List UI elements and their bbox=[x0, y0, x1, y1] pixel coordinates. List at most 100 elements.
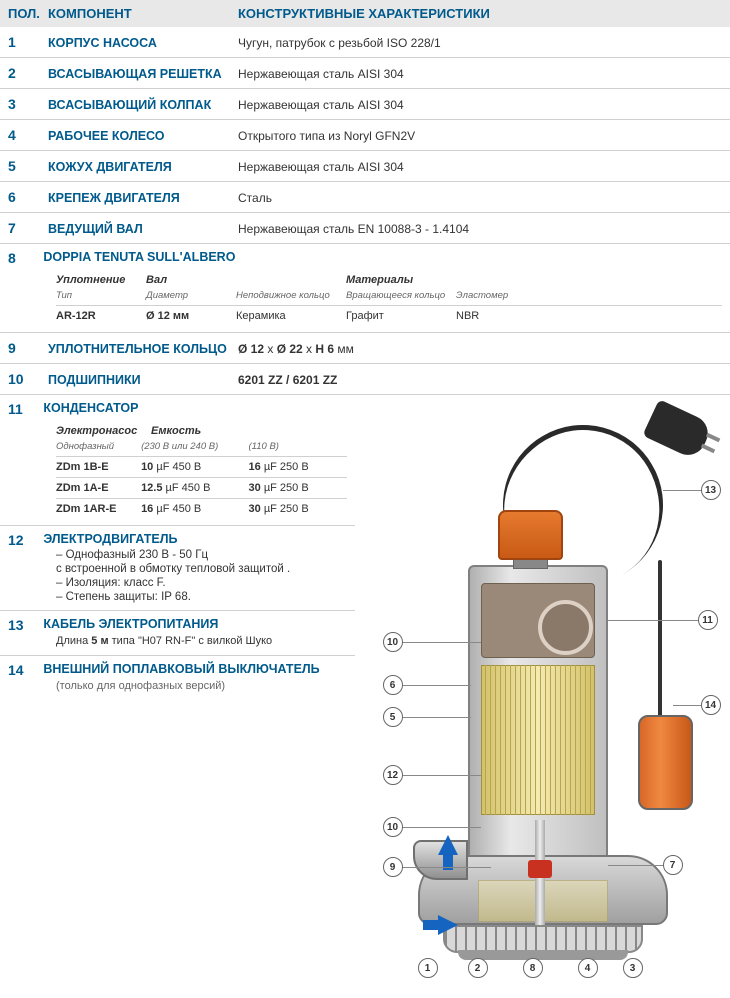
row-pos: 2 bbox=[8, 65, 48, 81]
pump-diagram: 1 2 3 4 5 6 7 8 9 10 10 11 12 13 14 bbox=[355, 395, 730, 985]
cap-row: ZDm 1AR-E 16 µF 450 В 30 µF 250 В bbox=[56, 501, 347, 517]
row-comp: РАБОЧЕЕ КОЛЕСО bbox=[48, 129, 233, 143]
section-seal: 8 DOPPIA TENUTA SULL'ALBERO Уплотнение В… bbox=[0, 244, 730, 333]
seal-sub-type: Тип bbox=[56, 290, 146, 301]
row-comp: КОЖУХ ДВИГАТЕЛЯ bbox=[48, 160, 233, 174]
row-pos: 3 bbox=[8, 96, 48, 112]
seal-val-diam: Ø 12 мм bbox=[146, 310, 236, 322]
section-float: 14 ВНЕШНИЙ ПОПЛАВКОВЫЙ ВЫКЛЮЧАТЕЛЬ (толь… bbox=[0, 656, 355, 700]
callout-10b: 10 bbox=[383, 817, 403, 837]
bearings-value: 6201 ZZ / 6201 ZZ bbox=[233, 373, 722, 387]
motor-num: 12 bbox=[8, 532, 40, 548]
seal-col-shaft: Вал bbox=[146, 274, 236, 286]
header-characteristics: КОНСТРУКТИВНЫЕ ХАРАКТЕРИСТИКИ bbox=[233, 6, 722, 21]
pump-cap-shape bbox=[498, 510, 563, 560]
spec-row: 5 КОЖУХ ДВИГАТЕЛЯ Нержавеющая сталь AISI… bbox=[0, 151, 730, 182]
seal-num: 8 bbox=[8, 250, 40, 266]
row-pos: 1 bbox=[8, 34, 48, 50]
row-desc: Нержавеющая сталь AISI 304 bbox=[233, 67, 722, 81]
cap-row: ZDm 1A-E 12.5 µF 450 В 30 µF 250 В bbox=[56, 480, 347, 496]
cap-sh-230: (230 В или 240 В) bbox=[141, 441, 248, 452]
motor-line: – Степень защиты: IP 68. bbox=[56, 590, 347, 604]
row-desc: Нержавеющая сталь AISI 304 bbox=[233, 98, 722, 112]
cap-subtable: Электронасос Емкость Однофазный (230 В и… bbox=[56, 423, 347, 517]
row-desc: Чугун, патрубок с резьбой ISO 228/1 bbox=[233, 36, 722, 50]
flow-arrow-right-icon bbox=[438, 915, 458, 935]
section-cable: 13 КАБЕЛЬ ЭЛЕКТРОПИТАНИЯ Длина 5 м типа … bbox=[0, 611, 355, 656]
float-switch-shape bbox=[638, 715, 693, 810]
spec-row: 2 ВСАСЫВАЮЩАЯ РЕШЕТКА Нержавеющая сталь … bbox=[0, 58, 730, 89]
float-title: ВНЕШНИЙ ПОПЛАВКОВЫЙ ВЫКЛЮЧАТЕЛЬ bbox=[43, 662, 319, 676]
callout-3: 3 bbox=[623, 958, 643, 978]
row-desc: Сталь bbox=[233, 191, 722, 205]
seal-val-elastomer: NBR bbox=[456, 310, 546, 322]
cap-h-cap: Емкость bbox=[151, 425, 271, 437]
seal-val-fixed: Керамика bbox=[236, 310, 346, 322]
plug-shape bbox=[642, 399, 713, 461]
flow-arrow-up-icon bbox=[438, 835, 458, 855]
motor-title: ЭЛЕКТРОДВИГАТЕЛЬ bbox=[43, 532, 177, 546]
spec-row: 6 КРЕПЕЖ ДВИГАТЕЛЯ Сталь bbox=[0, 182, 730, 213]
callout-10a: 10 bbox=[383, 632, 403, 652]
bearings-title: ПОДШИПНИКИ bbox=[48, 373, 233, 387]
cable-title: КАБЕЛЬ ЭЛЕКТРОПИТАНИЯ bbox=[43, 617, 218, 631]
callout-14: 14 bbox=[701, 695, 721, 715]
seal-val-rotating: Графит bbox=[346, 310, 456, 322]
oring-value: Ø 12 x Ø 22 x H 6 мм bbox=[233, 342, 722, 356]
section-oring: 9 УПЛОТНИТЕЛЬНОЕ КОЛЬЦО Ø 12 x Ø 22 x H … bbox=[0, 333, 730, 364]
row-comp: ВЕДУЩИЙ ВАЛ bbox=[48, 222, 233, 236]
spec-row: 4 РАБОЧЕЕ КОЛЕСО Открытого типа из Noryl… bbox=[0, 120, 730, 151]
header-pos: ПОЛ. bbox=[8, 6, 48, 21]
row-desc: Нержавеющая сталь AISI 304 bbox=[233, 160, 722, 174]
callout-13: 13 bbox=[701, 480, 721, 500]
section-bearings: 10 ПОДШИПНИКИ 6201 ZZ / 6201 ZZ bbox=[0, 364, 730, 395]
pump-strainer-shape bbox=[443, 925, 643, 953]
callout-8: 8 bbox=[523, 958, 543, 978]
callout-6: 6 bbox=[383, 675, 403, 695]
motor-line: – Изоляция: класс F. bbox=[56, 576, 347, 590]
bearings-num: 10 bbox=[8, 371, 48, 387]
spec-row: 7 ВЕДУЩИЙ ВАЛ Нержавеющая сталь EN 10088… bbox=[0, 213, 730, 244]
pump-motor-hatching bbox=[481, 665, 595, 815]
oring-num: 9 bbox=[8, 340, 48, 356]
section-motor: 12 ЭЛЕКТРОДВИГАТЕЛЬ – Однофазный 230 В -… bbox=[0, 526, 355, 611]
section-capacitor: 11 КОНДЕНСАТОР Электронасос Емкость Одно… bbox=[0, 395, 355, 526]
float-cable-shape bbox=[658, 560, 662, 720]
shaft-shape bbox=[535, 820, 545, 940]
spec-row: 3 ВСАСЫВАЮЩИЙ КОЛПАК Нержавеющая сталь A… bbox=[0, 89, 730, 120]
callout-9: 9 bbox=[383, 857, 403, 877]
seal-subtable: Уплотнение Вал Материалы Тип Диаметр Неп… bbox=[56, 272, 722, 324]
cap-sh-phase: Однофазный bbox=[56, 441, 141, 452]
row-comp: ВСАСЫВАЮЩАЯ РЕШЕТКА bbox=[48, 67, 233, 81]
cap-num: 11 bbox=[8, 401, 40, 417]
callout-11: 11 bbox=[698, 610, 718, 630]
left-text-column: 11 КОНДЕНСАТОР Электронасос Емкость Одно… bbox=[0, 395, 355, 985]
row-pos: 6 bbox=[8, 189, 48, 205]
cap-title: КОНДЕНСАТОР bbox=[43, 401, 138, 415]
cap-h-pump: Электронасос bbox=[56, 425, 151, 437]
seal-sub-diam: Диаметр bbox=[146, 290, 236, 301]
oring-title: УПЛОТНИТЕЛЬНОЕ КОЛЬЦО bbox=[48, 342, 233, 356]
cap-sh-110: (110 В) bbox=[249, 441, 348, 452]
table-header: ПОЛ. КОМПОНЕНТ КОНСТРУКТИВНЫЕ ХАРАКТЕРИС… bbox=[0, 0, 730, 27]
row-pos: 7 bbox=[8, 220, 48, 236]
float-num: 14 bbox=[8, 662, 40, 678]
seal-title: DOPPIA TENUTA SULL'ALBERO bbox=[43, 250, 235, 264]
callout-2: 2 bbox=[468, 958, 488, 978]
callout-5: 5 bbox=[383, 707, 403, 727]
row-comp: КОРПУС НАСОСА bbox=[48, 36, 233, 50]
motor-line: с встроенной в обмотку тепловой защитой … bbox=[56, 562, 347, 576]
seal-sub-elastomer: Эластомер bbox=[456, 290, 546, 301]
seal-sub-fixed: Неподвижное кольцо bbox=[236, 290, 346, 301]
callout-12: 12 bbox=[383, 765, 403, 785]
callout-7: 7 bbox=[663, 855, 683, 875]
row-pos: 4 bbox=[8, 127, 48, 143]
seal-val-type: AR-12R bbox=[56, 310, 146, 322]
pump-coil-ring bbox=[538, 600, 593, 655]
spec-row: 1 КОРПУС НАСОСА Чугун, патрубок с резьбо… bbox=[0, 27, 730, 58]
header-component: КОМПОНЕНТ bbox=[48, 6, 233, 21]
seal-col-materials: Материалы bbox=[346, 274, 456, 286]
float-note: (только для однофазных версий) bbox=[56, 678, 347, 694]
seal-col-seal: Уплотнение bbox=[56, 274, 146, 286]
seal-shape bbox=[528, 860, 552, 878]
